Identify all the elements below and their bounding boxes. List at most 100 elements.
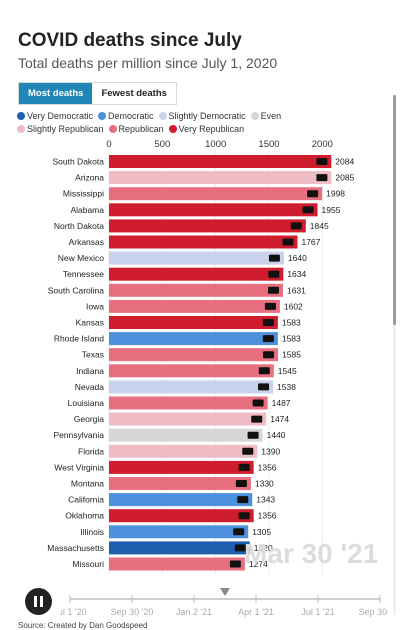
- value-label: 1487: [272, 398, 291, 408]
- state-shape-icon: [251, 415, 263, 423]
- bar: [109, 396, 268, 410]
- state-label: Tennessee: [63, 269, 104, 279]
- value-label: 1343: [256, 495, 275, 505]
- bar: [109, 525, 249, 539]
- state-label: Florida: [78, 446, 104, 456]
- state-shape-icon: [316, 158, 328, 165]
- state-shape-icon: [282, 238, 294, 246]
- state-label: Arizona: [75, 173, 104, 183]
- legend-label: Very Republican: [178, 124, 245, 134]
- value-label: 1305: [252, 527, 271, 537]
- timeline-label: Sep 30 '21: [359, 607, 390, 617]
- value-label: 1602: [284, 301, 303, 311]
- state-label: Georgia: [74, 414, 105, 424]
- state-shape-icon: [316, 174, 328, 182]
- bar: [109, 219, 306, 233]
- state-label: South Dakota: [52, 157, 104, 167]
- state-label: Montana: [71, 479, 104, 489]
- tab-fewest-deaths[interactable]: Fewest deaths: [92, 83, 176, 104]
- value-label: 1583: [282, 334, 301, 344]
- value-label: 1634: [287, 269, 306, 279]
- state-shape-icon: [268, 254, 280, 262]
- legend: Very Democratic Democratic Slightly Democr…: [17, 110, 317, 136]
- value-label: 1583: [282, 318, 301, 328]
- state-shape-icon: [258, 367, 270, 375]
- state-shape-icon: [237, 496, 249, 504]
- value-label: 1274: [249, 559, 268, 569]
- bar: [109, 203, 318, 217]
- legend-item: Slightly Republican: [17, 123, 104, 136]
- state-shape-icon: [252, 399, 264, 407]
- x-tick-label: 2000: [312, 139, 333, 150]
- sort-tabs: Most deaths Fewest deaths: [18, 82, 177, 105]
- state-shape-icon: [268, 270, 280, 278]
- value-label: 1474: [270, 414, 289, 424]
- value-label: 1538: [277, 382, 296, 392]
- state-label: Mississippi: [63, 189, 104, 199]
- state-label: Texas: [82, 350, 104, 360]
- bar: [109, 155, 332, 168]
- timeline-label: Sep 30 '20: [111, 607, 154, 617]
- timeline-slider[interactable]: Jul 1 '20 Sep 30 '20 Jan 2 '21 Apr 1 '21 Jul…: [60, 585, 390, 619]
- tab-most-deaths[interactable]: Most deaths: [19, 83, 93, 104]
- state-shape-icon: [267, 286, 279, 294]
- value-label: 1998: [326, 189, 345, 199]
- bar: [109, 541, 250, 555]
- bar: [109, 428, 263, 442]
- chart-subtitle: Total deaths per million since July 1, 2…: [18, 55, 278, 71]
- bar: [109, 187, 323, 201]
- bar: [109, 332, 278, 346]
- legend-label: Republican: [118, 124, 164, 134]
- scrollbar-thumb[interactable]: [393, 95, 396, 325]
- bar: [109, 477, 251, 490]
- pause-button[interactable]: [25, 588, 52, 615]
- legend-item: Very Democratic: [17, 110, 93, 123]
- state-label: Missouri: [72, 559, 104, 569]
- bar: [109, 557, 245, 571]
- state-label: North Dakota: [54, 221, 104, 231]
- bar: [109, 316, 278, 329]
- bar: [109, 267, 284, 281]
- bar: [109, 235, 298, 249]
- timeline-label: Jan 2 '21: [176, 607, 212, 617]
- legend-swatch: [158, 112, 167, 120]
- state-shape-icon: [307, 190, 319, 198]
- timeline-label: Jul 1 '21: [301, 607, 334, 617]
- legend-item: Slightly Democratic: [158, 110, 246, 123]
- legend-item: Even: [250, 110, 281, 123]
- bar: [109, 380, 274, 394]
- legend-swatch: [17, 125, 25, 133]
- chart-title: COVID deaths since July: [18, 30, 242, 51]
- state-label: California: [68, 495, 104, 505]
- state-label: Louisiana: [68, 398, 105, 408]
- state-label: Illinois: [80, 527, 104, 537]
- state-label: Indiana: [76, 366, 104, 376]
- bar: [109, 444, 258, 458]
- legend-item: Democratic: [98, 110, 154, 123]
- state-label: Massachusetts: [47, 543, 104, 553]
- state-label: Kansas: [76, 318, 104, 328]
- state-label: Pennsylvania: [53, 430, 104, 440]
- scrollbar-track[interactable]: [393, 95, 396, 615]
- bar: [109, 460, 254, 474]
- bar: [109, 299, 280, 313]
- x-tick-label: 500: [154, 139, 170, 150]
- value-label: 1330: [255, 479, 274, 489]
- legend-swatch: [17, 112, 25, 120]
- state-shape-icon: [233, 528, 245, 536]
- state-label: New Mexico: [58, 253, 105, 263]
- value-label: 1845: [310, 221, 329, 231]
- value-label: 1356: [258, 462, 277, 472]
- value-label: 2084: [335, 157, 354, 167]
- bar: [109, 412, 267, 426]
- state-shape-icon: [262, 335, 274, 343]
- timeline-handle[interactable]: [220, 588, 230, 596]
- state-shape-icon: [262, 319, 274, 326]
- legend-swatch: [250, 112, 259, 120]
- value-label: 1631: [287, 285, 306, 295]
- bar: [109, 493, 253, 507]
- bar-chart: 0 500 1000 1500 2000 South Dakota 2084 Arizona 2…: [47, 139, 355, 575]
- state-shape-icon: [264, 302, 276, 310]
- state-label: Iowa: [86, 301, 104, 311]
- state-shape-icon: [234, 544, 246, 552]
